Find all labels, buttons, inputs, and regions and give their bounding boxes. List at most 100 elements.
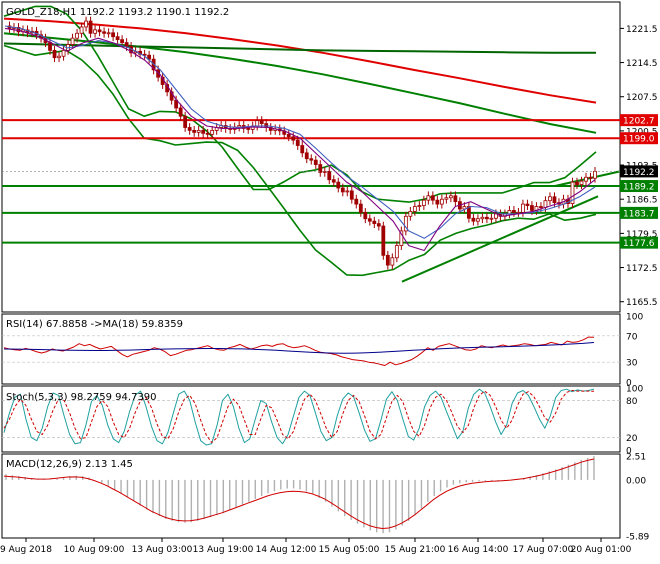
rsi-y-tick-label: 100	[626, 313, 643, 323]
candle-body	[336, 181, 341, 189]
candle-body	[205, 132, 210, 135]
candle-body	[120, 39, 124, 43]
price-y-tick-label: 1179.5	[626, 230, 658, 240]
candle-body	[489, 217, 494, 220]
candle-body	[476, 218, 480, 222]
candle-body	[322, 170, 327, 173]
candle-body	[111, 32, 115, 38]
x-tick-label: 15 Aug 21:00	[385, 545, 446, 555]
candle-body	[485, 216, 489, 220]
stoch-series-k	[3, 388, 595, 446]
x-tick-label: 13 Aug 03:00	[132, 545, 193, 555]
rsi-y-tick-label: 30	[626, 359, 638, 369]
stoch-y-tick-label: 0	[626, 447, 632, 457]
candle-body	[552, 196, 557, 204]
candle-body	[412, 206, 417, 212]
level-label: 1202.7	[623, 117, 655, 127]
candle-body	[439, 198, 444, 205]
candle-body	[57, 55, 61, 59]
candle-body	[521, 203, 525, 213]
candle-body	[435, 199, 440, 205]
candle-body	[453, 195, 458, 203]
candle-body	[115, 36, 120, 41]
price-y-tick-label: 1172.5	[626, 264, 658, 274]
stoch-y-tick-label: 100	[626, 385, 643, 395]
candle-body	[291, 136, 296, 141]
candle-body	[417, 205, 422, 207]
candle-body	[426, 195, 431, 201]
trendline-lower	[401, 195, 599, 283]
level-label-box	[620, 114, 658, 127]
candle-body	[183, 115, 188, 128]
x-tick-label: 15 Aug 05:00	[319, 545, 380, 555]
panel-frame-rsi	[1, 313, 621, 385]
candle-body	[147, 54, 152, 60]
candle-body	[430, 195, 435, 201]
candle-body	[349, 190, 354, 200]
price-y-tick-label: 1214.5	[626, 59, 658, 69]
level-label: 1177.6	[623, 239, 655, 249]
x-tick-label: 10 Aug 09:00	[64, 545, 125, 555]
candle-body	[448, 195, 453, 199]
stoch-series-d	[3, 390, 595, 444]
candle-body	[530, 205, 534, 211]
x-tick-label: 20 Aug 01:00	[571, 545, 632, 555]
chart-title: GOLD_Z18,H1 1192.2 1193.2 1190.1 1192.2	[6, 7, 229, 18]
price-series-bb_upper	[3, 5, 597, 203]
candle-body	[367, 218, 372, 222]
candle-body	[579, 180, 584, 185]
x-tick-label: 13 Aug 19:00	[193, 545, 254, 555]
candle-body	[84, 20, 88, 28]
candle-body	[421, 199, 426, 206]
candle-body	[79, 26, 84, 34]
macd-y-tick-label: -5.89	[626, 533, 650, 543]
candle-body	[61, 49, 66, 57]
candle-body	[390, 257, 395, 266]
candle-body	[75, 32, 79, 39]
candle-body	[588, 176, 593, 179]
price-series-ma_long_green	[3, 32, 597, 134]
candle-body	[295, 139, 300, 146]
candle-body	[187, 127, 192, 131]
stoch-y-tick-label: 20	[626, 434, 638, 444]
rsi-series-rsi_ma	[3, 342, 595, 354]
candle-body	[372, 220, 377, 225]
level-label: 1189.2	[623, 183, 655, 193]
candle-body	[340, 187, 345, 193]
candle-body	[525, 203, 530, 206]
rsi-y-tick-label: 70	[626, 332, 638, 342]
candle-body	[575, 181, 579, 185]
candle-body	[345, 190, 350, 193]
level-label-box	[620, 236, 658, 249]
level-label-box	[620, 180, 658, 193]
candle-body	[70, 37, 75, 45]
x-tick-label: 16 Aug 14:00	[448, 545, 509, 555]
candle-body	[178, 107, 183, 117]
panel-frame-stochastic	[1, 385, 621, 453]
candle-body	[539, 206, 543, 208]
candle-body	[210, 130, 215, 135]
candle-body	[466, 206, 471, 219]
price-series-ma_fast_purple	[4, 27, 596, 252]
candle-body	[543, 200, 548, 208]
x-tick-label: 9 Aug 2018	[0, 545, 52, 555]
price-series-bb_lower	[3, 44, 597, 277]
candle-body	[403, 215, 408, 232]
price-y-tick-label: 1165.5	[626, 298, 658, 308]
candle-body	[309, 158, 314, 161]
price-series-ma_fast_blue	[4, 25, 596, 239]
candle-body	[304, 152, 309, 160]
candle-body	[286, 133, 291, 138]
candle-body	[512, 210, 516, 213]
candle-body	[376, 223, 381, 227]
candle-body	[548, 196, 552, 202]
candle-body	[593, 170, 597, 179]
candle-body	[48, 42, 52, 51]
candle-body	[124, 42, 129, 47]
macd-y-tick-label: 0.00	[626, 476, 646, 486]
x-tick-label: 14 Aug 12:00	[256, 545, 317, 555]
candle-body	[584, 176, 588, 182]
candle-body	[318, 164, 323, 173]
